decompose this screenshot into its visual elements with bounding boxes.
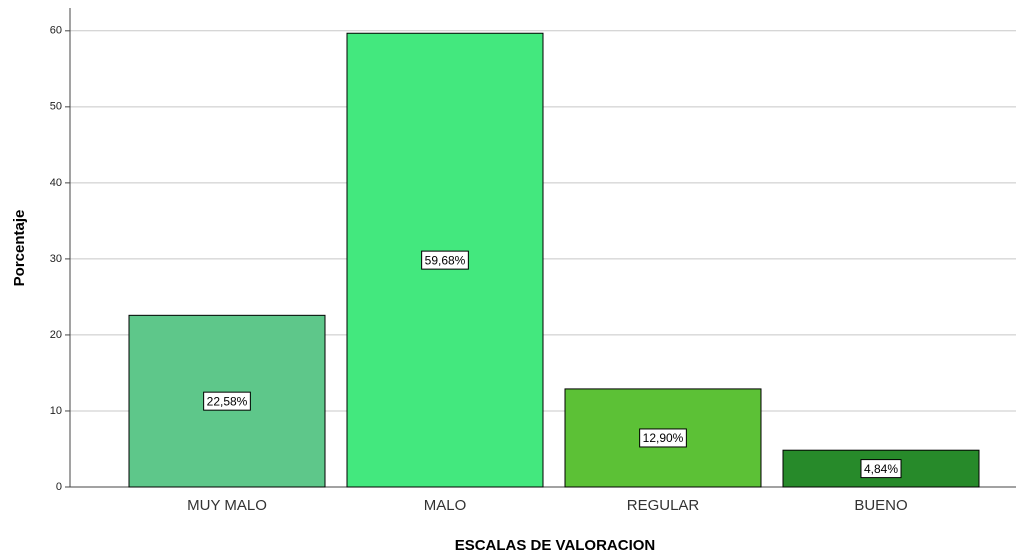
value-label-box bbox=[860, 459, 902, 479]
value-label: 59,68% bbox=[425, 253, 466, 267]
value-label-box bbox=[203, 391, 251, 411]
value-label: 4,84% bbox=[864, 462, 898, 476]
value-label: 12,90% bbox=[643, 431, 684, 445]
value-label-box bbox=[421, 250, 469, 270]
y-tick-label: 50 bbox=[50, 101, 62, 113]
y-tick-label: 40 bbox=[50, 177, 62, 189]
x-tick-label: BUENO bbox=[854, 497, 907, 514]
y-tick-label: 10 bbox=[50, 405, 62, 417]
y-tick-label: 20 bbox=[50, 329, 62, 341]
y-tick-label: 30 bbox=[50, 253, 62, 265]
x-axis-title: ESCALAS DE VALORACION bbox=[455, 537, 656, 554]
y-tick-label: 60 bbox=[50, 25, 62, 37]
y-tick-label: 0 bbox=[56, 481, 62, 493]
x-tick-label: MUY MALO bbox=[187, 497, 267, 514]
x-tick-label: MALO bbox=[424, 497, 467, 514]
value-label-box bbox=[639, 428, 687, 448]
value-label: 22,58% bbox=[207, 394, 248, 408]
x-tick-label: REGULAR bbox=[627, 497, 700, 514]
y-axis-title: Porcentaje bbox=[11, 210, 28, 287]
